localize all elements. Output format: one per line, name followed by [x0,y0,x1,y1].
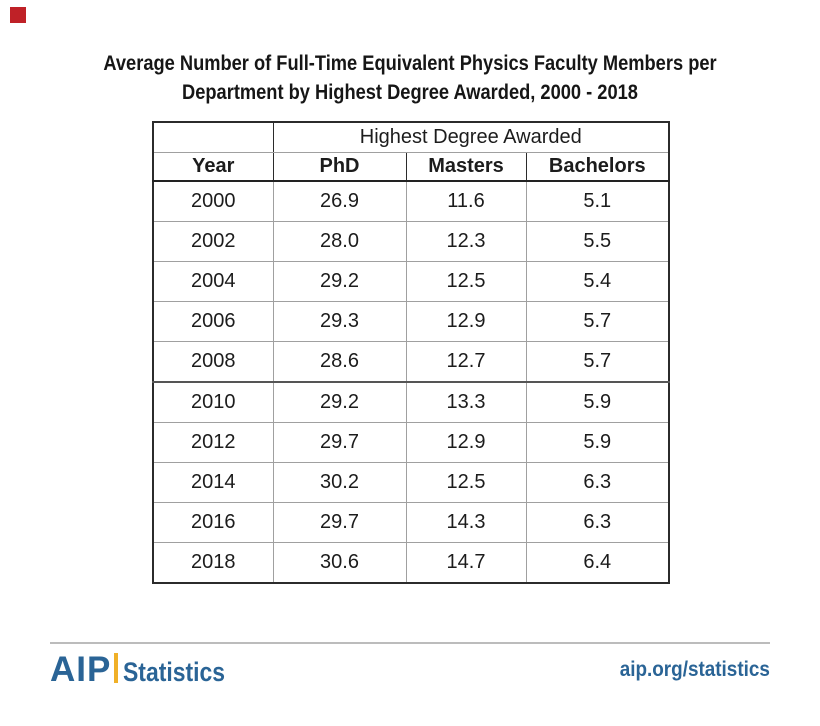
table-row: 2006 29.3 12.9 5.7 [152,301,670,342]
table-row: 2008 28.6 12.7 5.7 [152,341,670,383]
year-cell: 2004 [152,261,274,302]
bachelors-cell: 5.9 [525,381,670,423]
bachelors-cell: 6.3 [525,502,670,543]
year-cell: 2018 [152,542,274,584]
bachelors-cell: 5.4 [525,261,670,302]
column-header-phd: PhD [272,152,407,182]
masters-cell: 12.7 [405,341,527,383]
masters-cell: 12.5 [405,261,527,302]
title-line-1: Average Number of Full-Time Equivalent P… [103,52,717,75]
brand-red-square [10,7,26,23]
bachelors-cell: 5.9 [525,422,670,463]
figure-title: Average Number of Full-Time Equivalent P… [53,49,766,107]
table-row: 2012 29.7 12.9 5.9 [152,422,670,463]
phd-cell: 29.2 [272,261,407,302]
masters-cell: 12.3 [405,221,527,262]
phd-cell: 28.6 [272,341,407,383]
footer-divider-line [50,642,770,644]
aip-logo-text: AIP [50,650,112,689]
phd-cell: 29.3 [272,301,407,342]
masters-cell: 13.3 [405,381,527,423]
masters-cell: 14.7 [405,542,527,584]
phd-cell: 26.9 [272,180,407,222]
year-cell: 2012 [152,422,274,463]
phd-cell: 29.7 [272,502,407,543]
aip-statistics-link[interactable]: aip.org/statistics [619,658,770,681]
year-cell: 2008 [152,341,274,383]
bachelors-cell: 5.7 [525,301,670,342]
phd-cell: 30.2 [272,462,407,503]
bachelors-cell: 6.3 [525,462,670,503]
year-cell: 2016 [152,502,274,543]
bachelors-cell: 5.1 [525,180,670,222]
year-cell: 2006 [152,301,274,342]
phd-cell: 29.7 [272,422,407,463]
group-header-cell: Highest Degree Awarded [272,121,670,153]
bachelors-cell: 5.7 [525,341,670,383]
phd-cell: 30.6 [272,542,407,584]
corner-empty-cell [152,121,274,153]
table-column-header-row: Year PhD Masters Bachelors [152,152,670,182]
table-row: 2016 29.7 14.3 6.3 [152,502,670,543]
year-cell: 2000 [152,180,274,222]
masters-cell: 12.5 [405,462,527,503]
title-line-2: Department by Highest Degree Awarded, 20… [182,81,638,104]
masters-cell: 12.9 [405,301,527,342]
table-row: 2014 30.2 12.5 6.3 [152,462,670,503]
table-row: 2002 28.0 12.3 5.5 [152,221,670,262]
statistics-logo-text: Statistics [123,657,226,687]
year-cell: 2002 [152,221,274,262]
masters-cell: 12.9 [405,422,527,463]
bachelors-cell: 6.4 [525,542,670,584]
table-row: 2000 26.9 11.6 5.1 [152,180,670,222]
aip-statistics-logo: AIP Statistics [50,652,243,688]
phd-cell: 29.2 [272,381,407,423]
table-row: 2004 29.2 12.5 5.4 [152,261,670,302]
bachelors-cell: 5.5 [525,221,670,262]
logo-divider-bar [114,653,119,683]
table-group-header-row: Highest Degree Awarded [152,121,670,153]
column-header-masters: Masters [405,152,527,182]
faculty-table: Highest Degree Awarded Year PhD Masters … [152,121,670,584]
table-row: 2018 30.6 14.7 6.4 [152,542,670,584]
masters-cell: 11.6 [405,180,527,222]
year-cell: 2010 [152,381,274,423]
masters-cell: 14.3 [405,502,527,543]
column-header-year: Year [152,152,274,182]
year-cell: 2014 [152,462,274,503]
table-row: 2010 29.2 13.3 5.9 [152,381,670,423]
column-header-bachelors: Bachelors [525,152,670,182]
phd-cell: 28.0 [272,221,407,262]
